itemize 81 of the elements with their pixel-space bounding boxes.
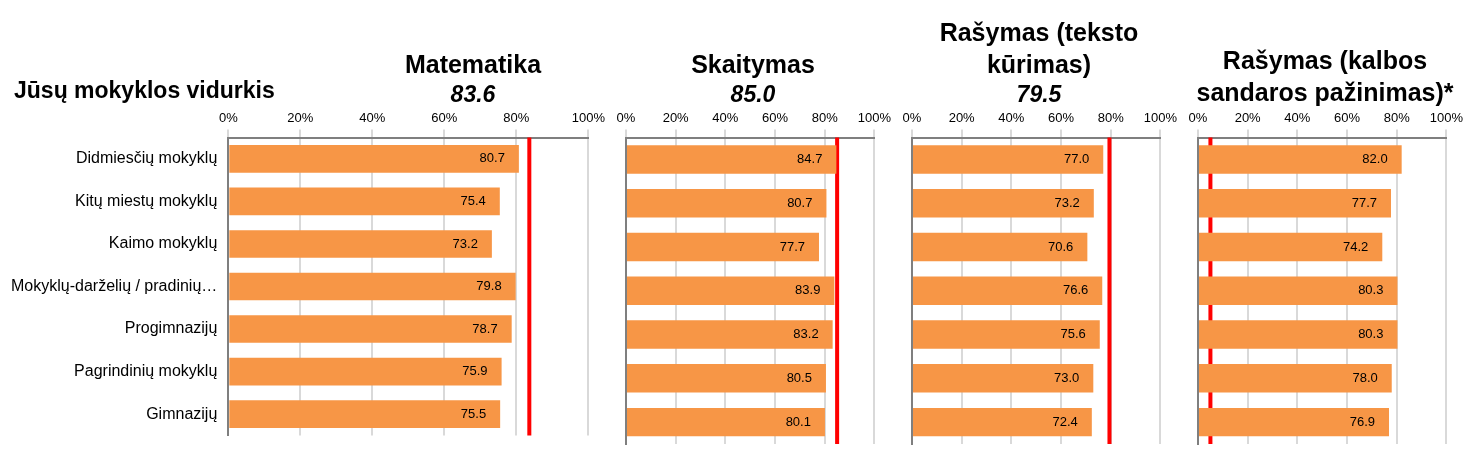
data-label: 72.4 [1052, 413, 1078, 429]
y-tick-label: Kaimo mokyklų [108, 234, 218, 252]
ref-line-label: 83.6 [449, 80, 497, 108]
ref-line-label: 85.0 [729, 80, 777, 108]
data-label: 80.3 [1358, 282, 1384, 298]
data-label: 73.0 [1054, 369, 1080, 385]
bar [1199, 276, 1398, 306]
x-tick-label: 80% [503, 110, 530, 126]
bar [229, 400, 501, 428]
x-tick-label: 0% [218, 110, 239, 126]
data-label: 77.0 [1063, 151, 1090, 167]
x-tick-label: 60% [431, 110, 458, 126]
data-label: 79.8 [476, 278, 502, 294]
data-label: 75.6 [1060, 326, 1086, 342]
y-tick-label: Progimnazijų [124, 319, 218, 337]
x-tick-label: 60% [1334, 110, 1361, 126]
data-label: 78.0 [1352, 369, 1378, 385]
data-label: 80.7 [787, 194, 813, 210]
bar [229, 357, 502, 386]
x-tick-label: 80% [1097, 110, 1125, 126]
data-label: 83.9 [795, 282, 821, 298]
data-label: 76.6 [1062, 282, 1089, 298]
x-tick-label: 20% [662, 110, 690, 126]
text: Jūsų mokyklos vidurkis [14, 77, 275, 104]
data-label: 77.7 [1351, 194, 1377, 210]
data-label: 74.2 [1342, 238, 1369, 254]
x-tick-label: 100% [1429, 110, 1464, 126]
x-tick-label: 100% [571, 110, 606, 126]
data-label: 80.1 [785, 413, 811, 429]
bar [1199, 320, 1398, 349]
bar [229, 230, 492, 258]
x-tick-label: 40% [712, 110, 739, 126]
bar [1199, 189, 1391, 218]
x-tick-label: 0% [1188, 110, 1208, 126]
data-label: 75.4 [460, 192, 486, 208]
bar [1199, 407, 1389, 437]
data-label: 70.6 [1048, 238, 1074, 254]
data-label: 78.7 [472, 320, 498, 336]
chart-title: Rašymas (teksto kūrimas) [938, 17, 1140, 80]
data-label: 84.7 [797, 151, 823, 167]
data-label: 80.5 [786, 369, 812, 385]
bar [1199, 145, 1402, 174]
data-label: 83.2 [793, 326, 819, 342]
ref-line-label: 79.5 [1015, 80, 1063, 108]
data-label: 77.7 [779, 238, 805, 254]
data-label: 76.9 [1349, 413, 1375, 429]
x-tick-label: 60% [762, 110, 789, 126]
y-tick-label: Didmiesčių mokyklų [75, 149, 218, 167]
y-tick-label: Mokyklų-darželių / pradinių… [10, 276, 218, 294]
data-label: 75.5 [460, 405, 487, 421]
data-label: 80.3 [1358, 326, 1384, 342]
bar [229, 187, 500, 216]
chart-title: Skaitymas [690, 49, 816, 80]
bar [1199, 232, 1383, 262]
chart-title: Rašymas (kalbos sandaros pažinimas)* [1195, 45, 1455, 108]
x-tick-label: 100% [1143, 110, 1178, 126]
data-label: 75.9 [462, 363, 488, 379]
x-tick-label: 20% [1234, 110, 1262, 126]
x-tick-label: 40% [359, 110, 386, 126]
bar [1199, 364, 1392, 393]
chart-title: Matematika [403, 49, 543, 80]
bar [229, 315, 512, 343]
bar [229, 145, 519, 173]
x-tick-label: 0% [616, 110, 636, 126]
y-tick-label: Kitų miestų mokyklų [75, 191, 218, 209]
x-tick-label: 40% [998, 110, 1025, 126]
x-tick-label: 100% [857, 110, 892, 126]
data-label: 80.7 [479, 150, 505, 166]
data-label: 82.0 [1362, 151, 1388, 167]
x-tick-label: 60% [1048, 110, 1075, 126]
y-tick-label: Pagrindinių mokyklų [74, 361, 218, 379]
x-tick-label: 20% [287, 110, 314, 126]
x-tick-label: 80% [1383, 110, 1411, 126]
bar [229, 272, 516, 301]
x-tick-label: 20% [948, 110, 976, 126]
x-tick-label: 80% [811, 110, 839, 126]
y-tick-label: Gimnazijų [146, 404, 218, 422]
data-label: 73.2 [1054, 194, 1080, 210]
x-tick-label: 40% [1284, 110, 1311, 126]
data-label: 73.2 [452, 235, 478, 251]
x-tick-label: 0% [902, 110, 922, 126]
